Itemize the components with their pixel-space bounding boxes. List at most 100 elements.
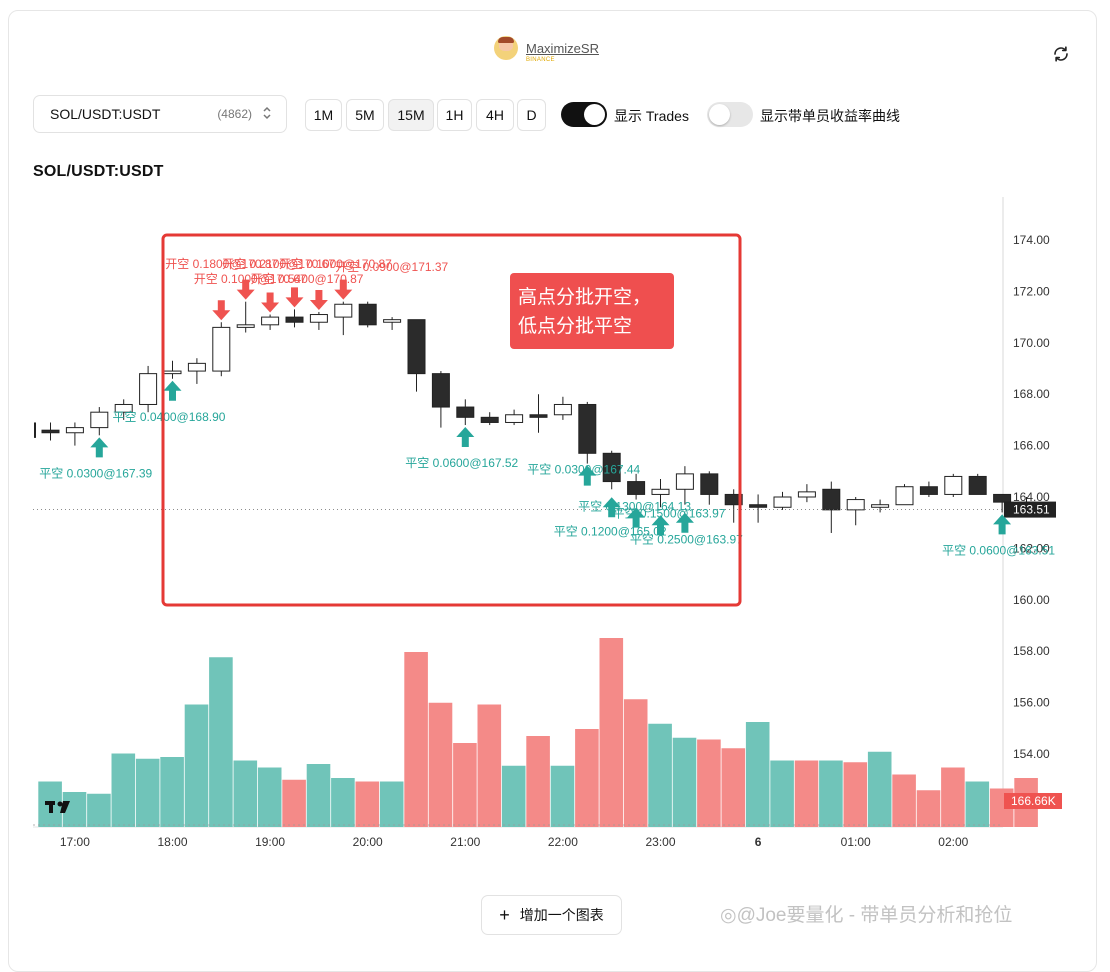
trade-label: 平空 0.2500@163.97 bbox=[630, 533, 743, 547]
show-trades-toggle[interactable] bbox=[561, 102, 607, 127]
annotation-text: 高点分批开空， bbox=[518, 286, 651, 308]
candle-body bbox=[480, 416, 499, 423]
y-tick-label: 160.00 bbox=[1013, 593, 1050, 607]
candle-body bbox=[334, 303, 353, 318]
candlestick-chart[interactable]: 174.00 172.00 170.00 168.00 166.00 164.00 162.… bbox=[33, 197, 1063, 859]
trade-label: 平空 0.0600@167.52 bbox=[405, 456, 518, 470]
y-tick-label: 154.00 bbox=[1013, 747, 1050, 761]
show-curve-label: 显示带单员收益率曲线 bbox=[760, 108, 900, 124]
volume-bar bbox=[941, 767, 965, 827]
volume-bar bbox=[428, 702, 453, 827]
add-chart-button[interactable]: + 增加一个图表 bbox=[481, 895, 622, 935]
volume-bar bbox=[379, 781, 404, 827]
plus-icon: + bbox=[499, 905, 510, 925]
refresh-icon[interactable] bbox=[1052, 45, 1070, 63]
trade-label: 平空 0.1500@163.97 bbox=[613, 506, 726, 520]
x-tick-label: 20:00 bbox=[353, 835, 383, 849]
x-tick-label: 02:00 bbox=[938, 835, 968, 849]
x-tick-label: 22:00 bbox=[548, 835, 578, 849]
symbol-count: (4862) bbox=[217, 107, 252, 121]
x-tick-label: 21:00 bbox=[450, 835, 480, 849]
trade-label: 平空 0.0300@167.39 bbox=[39, 466, 152, 480]
volume-bar bbox=[501, 765, 526, 827]
candle-body bbox=[675, 473, 694, 490]
y-tick-label: 172.00 bbox=[1013, 284, 1050, 298]
candle-body bbox=[773, 496, 792, 508]
candle-body bbox=[968, 475, 987, 495]
trade-label: 平空 0.0600@163.51 bbox=[942, 543, 1055, 557]
trader-name-link[interactable]: MaximizeSR bbox=[526, 40, 599, 56]
candle-body bbox=[285, 316, 304, 323]
volume-bar bbox=[477, 704, 502, 827]
candle-body bbox=[358, 303, 377, 326]
sell-arrow-icon bbox=[285, 287, 304, 308]
last-price-label: 163.51 bbox=[1013, 503, 1050, 517]
candle-body bbox=[700, 473, 719, 495]
chart-title: SOL/USDT:USDT bbox=[33, 163, 164, 180]
volume-bar bbox=[794, 760, 819, 827]
candle-body bbox=[309, 314, 328, 323]
volume-bar bbox=[331, 778, 355, 827]
candle-body bbox=[651, 488, 670, 495]
timeframe-1h-button[interactable]: 1H bbox=[437, 99, 472, 131]
trade-label: 开空 0.1000@170.67 bbox=[194, 272, 307, 286]
trade-label: 平空 0.1200@165.02 bbox=[554, 524, 667, 538]
highlight-box bbox=[161, 233, 742, 607]
volume-bar bbox=[867, 751, 892, 827]
volume-bar bbox=[87, 793, 111, 827]
volume-bar bbox=[745, 722, 770, 827]
show-curve-toggle[interactable] bbox=[707, 102, 753, 127]
candle-body bbox=[187, 362, 206, 372]
volume-bar bbox=[575, 729, 599, 827]
trader-header[interactable]: MaximizeSR BINANCE bbox=[494, 36, 599, 63]
candle-body bbox=[749, 504, 768, 508]
y-tick-label: 174.00 bbox=[1013, 233, 1050, 247]
last-price-badge bbox=[1004, 501, 1056, 518]
volume-bar bbox=[843, 762, 868, 827]
y-tick-label: 170.00 bbox=[1013, 336, 1050, 350]
buy-arrow-icon bbox=[456, 427, 475, 448]
volume-bar bbox=[526, 736, 550, 827]
symbol-select[interactable]: SOL/USDT:USDT (4862) bbox=[33, 95, 287, 133]
annotation-text: 低点分批平空 bbox=[518, 315, 632, 337]
buy-arrow-icon bbox=[90, 437, 109, 458]
timeframe-d-button[interactable]: D bbox=[517, 99, 546, 131]
candle-body bbox=[261, 316, 280, 326]
candle-body bbox=[578, 403, 597, 454]
y-tick-label: 164.00 bbox=[1013, 490, 1050, 504]
candle-body bbox=[993, 493, 1012, 503]
y-tick-label: 168.00 bbox=[1013, 387, 1050, 401]
volume-bar bbox=[648, 723, 672, 827]
buy-arrow-icon bbox=[602, 497, 621, 518]
volume-bar bbox=[672, 737, 697, 827]
candle-body bbox=[431, 373, 450, 408]
y-tick-label: 166.00 bbox=[1013, 439, 1050, 453]
y-tick-label: 156.00 bbox=[1013, 696, 1050, 710]
candle-body bbox=[871, 504, 890, 508]
sell-arrow-icon bbox=[261, 292, 280, 313]
y-tick-label: 162.00 bbox=[1013, 541, 1050, 555]
candle-body bbox=[41, 429, 60, 434]
candle-body bbox=[139, 373, 158, 405]
timeframe-4h-button[interactable]: 4H bbox=[476, 99, 514, 131]
candle-body bbox=[822, 488, 841, 511]
trade-label: 开空 0.0900@171.37 bbox=[335, 260, 448, 274]
candle-body bbox=[505, 414, 524, 423]
exchange-badge: BINANCE bbox=[526, 56, 555, 63]
x-tick-label: 17:00 bbox=[60, 835, 90, 849]
x-tick-label: 01:00 bbox=[841, 835, 871, 849]
buy-arrow-icon bbox=[627, 507, 646, 528]
volume-bar bbox=[892, 774, 916, 827]
buy-arrow-icon bbox=[993, 514, 1012, 535]
timeframe-1m-button[interactable]: 1M bbox=[305, 99, 342, 131]
volume-bar bbox=[721, 748, 746, 827]
volume-bar bbox=[404, 652, 428, 827]
timeframe-5m-button[interactable]: 5M bbox=[346, 99, 384, 131]
candle-body bbox=[383, 319, 402, 323]
volume-bar bbox=[257, 767, 282, 827]
candle-body bbox=[846, 499, 865, 511]
volume-bar bbox=[282, 779, 306, 827]
timeframe-15m-button[interactable]: 15M bbox=[388, 99, 434, 131]
annotation-callout bbox=[510, 273, 674, 349]
trade-label: 平空 0.0300@167.44 bbox=[527, 463, 640, 477]
